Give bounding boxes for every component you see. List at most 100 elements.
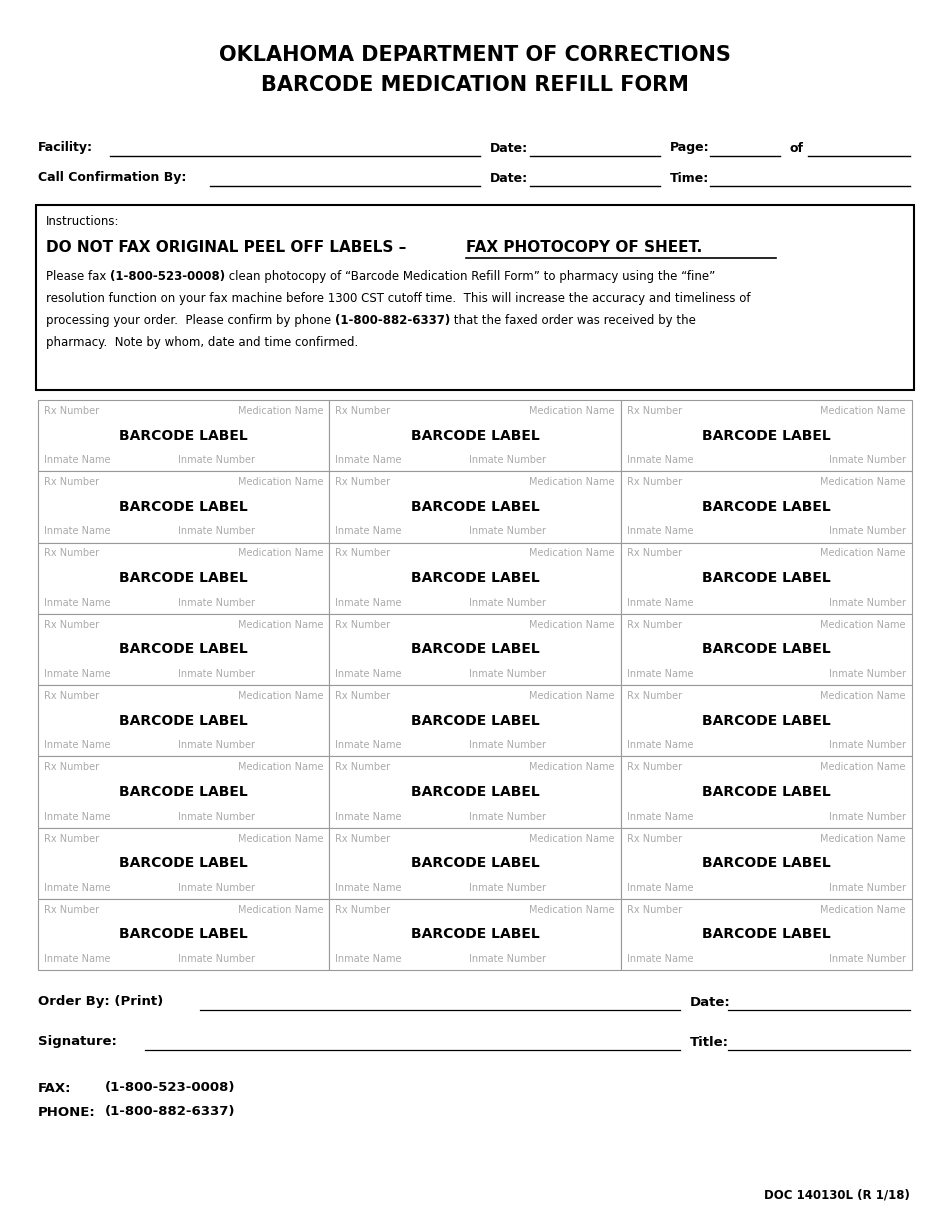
Text: Inmate Number: Inmate Number bbox=[178, 455, 255, 465]
Text: Rx Number: Rx Number bbox=[44, 549, 99, 558]
Bar bbox=[620, 899, 912, 970]
Text: Inmate Name: Inmate Name bbox=[335, 740, 402, 750]
Text: Medication Name: Medication Name bbox=[529, 834, 615, 844]
Text: Inmate Name: Inmate Name bbox=[44, 883, 110, 893]
Text: Inmate Number: Inmate Number bbox=[469, 740, 546, 750]
Text: Inmate Name: Inmate Name bbox=[627, 740, 694, 750]
Text: Inmate Number: Inmate Number bbox=[829, 954, 906, 964]
Text: Rx Number: Rx Number bbox=[627, 691, 682, 701]
Text: BARCODE LABEL: BARCODE LABEL bbox=[120, 571, 248, 585]
Text: Inmate Number: Inmate Number bbox=[178, 954, 255, 964]
Bar bbox=[330, 685, 620, 756]
Text: Inmate Name: Inmate Name bbox=[335, 883, 402, 893]
Text: Rx Number: Rx Number bbox=[335, 549, 390, 558]
Text: (1-800-882-6337): (1-800-882-6337) bbox=[105, 1106, 236, 1118]
Text: BARCODE LABEL: BARCODE LABEL bbox=[120, 428, 248, 443]
Text: Inmate Number: Inmate Number bbox=[178, 812, 255, 822]
Text: BARCODE LABEL: BARCODE LABEL bbox=[702, 856, 830, 870]
Text: BARCODE LABEL: BARCODE LABEL bbox=[120, 785, 248, 798]
Text: processing your order.  Please confirm by phone: processing your order. Please confirm by… bbox=[46, 314, 334, 327]
Text: Medication Name: Medication Name bbox=[821, 406, 906, 416]
Text: Inmate Name: Inmate Name bbox=[335, 812, 402, 822]
Text: clean photocopy of “Barcode Medication Refill Form” to pharmacy using the “fine”: clean photocopy of “Barcode Medication R… bbox=[225, 271, 715, 283]
Text: Medication Name: Medication Name bbox=[529, 763, 615, 772]
Bar bbox=[620, 400, 912, 471]
Text: Inmate Name: Inmate Name bbox=[627, 954, 694, 964]
Bar bbox=[330, 400, 620, 471]
Text: BARCODE LABEL: BARCODE LABEL bbox=[410, 856, 540, 870]
Text: Medication Name: Medication Name bbox=[529, 905, 615, 915]
Text: FAX:: FAX: bbox=[38, 1081, 71, 1095]
Text: Rx Number: Rx Number bbox=[335, 905, 390, 915]
Text: Medication Name: Medication Name bbox=[821, 477, 906, 487]
Text: FAX PHOTOCOPY OF SHEET.: FAX PHOTOCOPY OF SHEET. bbox=[466, 240, 702, 255]
Bar bbox=[330, 899, 620, 970]
Bar bbox=[330, 756, 620, 828]
Bar bbox=[38, 542, 330, 614]
Text: Medication Name: Medication Name bbox=[238, 691, 323, 701]
Text: BARCODE LABEL: BARCODE LABEL bbox=[702, 571, 830, 585]
Text: Inmate Name: Inmate Name bbox=[44, 526, 110, 536]
Text: Inmate Name: Inmate Name bbox=[44, 455, 110, 465]
Text: Inmate Name: Inmate Name bbox=[627, 455, 694, 465]
Bar bbox=[38, 400, 330, 471]
Text: Inmate Number: Inmate Number bbox=[469, 669, 546, 679]
Text: Inmate Number: Inmate Number bbox=[178, 526, 255, 536]
Text: Date:: Date: bbox=[490, 141, 528, 155]
Text: Medication Name: Medication Name bbox=[821, 834, 906, 844]
Text: resolution function on your fax machine before 1300 CST cutoff time.  This will : resolution function on your fax machine … bbox=[46, 292, 750, 305]
Text: BARCODE LABEL: BARCODE LABEL bbox=[410, 428, 540, 443]
Text: BARCODE LABEL: BARCODE LABEL bbox=[410, 785, 540, 798]
Bar bbox=[330, 828, 620, 899]
Bar bbox=[330, 471, 620, 542]
Text: Medication Name: Medication Name bbox=[238, 620, 323, 630]
Text: Medication Name: Medication Name bbox=[529, 406, 615, 416]
Text: Rx Number: Rx Number bbox=[335, 406, 390, 416]
Text: Inmate Name: Inmate Name bbox=[627, 526, 694, 536]
Text: Inmate Name: Inmate Name bbox=[627, 812, 694, 822]
Text: Rx Number: Rx Number bbox=[627, 406, 682, 416]
Text: BARCODE LABEL: BARCODE LABEL bbox=[702, 927, 830, 941]
Bar bbox=[620, 471, 912, 542]
Text: (1-800-523-0008): (1-800-523-0008) bbox=[105, 1081, 236, 1095]
Bar bbox=[38, 471, 330, 542]
Text: Inmate Name: Inmate Name bbox=[627, 883, 694, 893]
Text: Rx Number: Rx Number bbox=[627, 549, 682, 558]
Text: (1-800-882-6337): (1-800-882-6337) bbox=[334, 314, 450, 327]
Text: of: of bbox=[790, 141, 804, 155]
Text: Medication Name: Medication Name bbox=[238, 905, 323, 915]
Text: Date:: Date: bbox=[490, 171, 528, 184]
Text: Inmate Number: Inmate Number bbox=[178, 740, 255, 750]
Text: Rx Number: Rx Number bbox=[44, 620, 99, 630]
Bar bbox=[330, 614, 620, 685]
Text: BARCODE LABEL: BARCODE LABEL bbox=[702, 499, 830, 514]
Text: Medication Name: Medication Name bbox=[529, 549, 615, 558]
Text: Inmate Name: Inmate Name bbox=[627, 669, 694, 679]
Text: Rx Number: Rx Number bbox=[44, 905, 99, 915]
Text: Medication Name: Medication Name bbox=[529, 691, 615, 701]
Bar bbox=[38, 756, 330, 828]
Text: Rx Number: Rx Number bbox=[627, 477, 682, 487]
Text: Rx Number: Rx Number bbox=[335, 477, 390, 487]
Text: Inmate Number: Inmate Number bbox=[829, 883, 906, 893]
Text: Rx Number: Rx Number bbox=[335, 763, 390, 772]
Bar bbox=[38, 685, 330, 756]
Text: Inmate Name: Inmate Name bbox=[627, 598, 694, 608]
Text: OKLAHOMA DEPARTMENT OF CORRECTIONS: OKLAHOMA DEPARTMENT OF CORRECTIONS bbox=[219, 46, 731, 65]
Text: Inmate Number: Inmate Number bbox=[178, 883, 255, 893]
Bar bbox=[620, 828, 912, 899]
Text: Inmate Number: Inmate Number bbox=[829, 526, 906, 536]
Text: Rx Number: Rx Number bbox=[335, 834, 390, 844]
Text: DOC 140130L (R 1/18): DOC 140130L (R 1/18) bbox=[764, 1188, 910, 1202]
Text: Rx Number: Rx Number bbox=[627, 834, 682, 844]
Text: Time:: Time: bbox=[670, 171, 710, 184]
Text: Medication Name: Medication Name bbox=[238, 549, 323, 558]
Text: BARCODE LABEL: BARCODE LABEL bbox=[410, 713, 540, 728]
Text: BARCODE LABEL: BARCODE LABEL bbox=[120, 499, 248, 514]
Bar bbox=[330, 542, 620, 614]
Text: Rx Number: Rx Number bbox=[44, 691, 99, 701]
Text: BARCODE LABEL: BARCODE LABEL bbox=[410, 927, 540, 941]
Text: Medication Name: Medication Name bbox=[821, 763, 906, 772]
Text: BARCODE LABEL: BARCODE LABEL bbox=[410, 571, 540, 585]
Text: Inmate Number: Inmate Number bbox=[469, 526, 546, 536]
